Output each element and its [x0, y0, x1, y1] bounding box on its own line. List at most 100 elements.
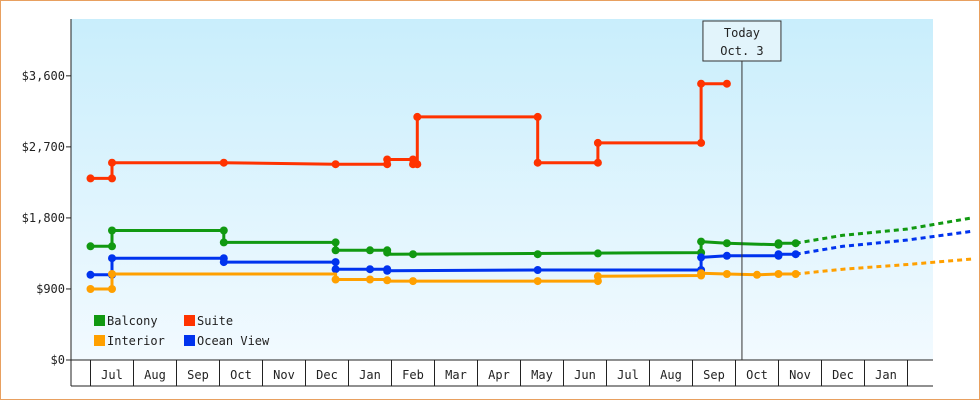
- data-point: [108, 254, 116, 263]
- month-label: Sep: [187, 368, 209, 382]
- data-point: [533, 277, 542, 286]
- data-point: [86, 285, 95, 293]
- month-label: Jan: [359, 368, 381, 382]
- y-tick-label: $1,800: [22, 211, 65, 225]
- legend-item: Balcony: [94, 314, 158, 328]
- data-point: [697, 138, 706, 147]
- data-point: [108, 242, 116, 251]
- month-label: Jul: [617, 368, 639, 382]
- data-point: [593, 158, 602, 167]
- data-point: [774, 270, 783, 278]
- data-point: [108, 158, 116, 167]
- plot-background: [71, 19, 933, 360]
- data-point: [366, 246, 374, 255]
- legend-label: Balcony: [107, 314, 158, 328]
- month-label: Apr: [488, 368, 510, 382]
- data-point: [753, 270, 761, 279]
- series-ocean-view: [86, 229, 973, 279]
- data-point: [533, 158, 542, 167]
- y-tick-label: $3,600: [22, 69, 65, 83]
- y-tick-label: $2,700: [22, 140, 65, 154]
- data-point: [383, 155, 392, 164]
- month-label: May: [531, 368, 553, 382]
- series-suite: [86, 79, 731, 183]
- data-point: [413, 112, 422, 121]
- month-label: Jun: [574, 368, 596, 382]
- series-projection: [795, 257, 973, 276]
- month-label: Mar: [445, 368, 467, 382]
- data-point: [722, 239, 731, 248]
- data-point: [409, 250, 417, 259]
- data-point: [366, 265, 374, 274]
- legend-swatch: [94, 335, 105, 346]
- series-layer: [86, 79, 973, 293]
- legend-label: Ocean View: [197, 334, 270, 348]
- data-point: [331, 265, 340, 274]
- data-point: [383, 276, 392, 285]
- month-label: Dec: [316, 368, 338, 382]
- y-tick-label: $900: [36, 282, 65, 296]
- legend-swatch: [94, 315, 105, 326]
- data-point: [108, 226, 116, 235]
- month-label: Sep: [703, 368, 725, 382]
- data-point: [722, 251, 731, 260]
- today-date: Oct. 3: [720, 44, 763, 58]
- legend-item: Interior: [94, 334, 165, 348]
- data-point: [331, 238, 340, 247]
- legend-label: Interior: [107, 334, 165, 348]
- data-point: [791, 250, 800, 259]
- data-point: [533, 266, 542, 274]
- data-point: [219, 226, 228, 235]
- y-axis: $0 $900 $1,800 $2,700 $3,600: [22, 19, 72, 386]
- data-point: [697, 253, 706, 262]
- data-point: [774, 250, 783, 259]
- legend-swatch: [184, 335, 195, 346]
- data-point: [108, 270, 116, 278]
- today-label: Today: [724, 26, 760, 40]
- legend-item: Ocean View: [184, 334, 270, 348]
- data-point: [722, 270, 731, 278]
- data-point: [697, 269, 706, 278]
- month-label: Aug: [144, 368, 166, 382]
- data-point: [774, 239, 783, 248]
- data-point: [86, 242, 95, 251]
- data-point: [697, 237, 706, 246]
- data-point: [86, 174, 95, 183]
- month-label: Oct: [746, 368, 768, 382]
- data-point: [108, 174, 116, 183]
- data-point: [533, 112, 542, 121]
- series-projection: [795, 229, 973, 256]
- today-box: [702, 20, 782, 62]
- data-point: [409, 277, 417, 286]
- month-label: Dec: [832, 368, 854, 382]
- data-point: [219, 238, 228, 247]
- data-point: [219, 158, 228, 167]
- series-interior: [86, 257, 973, 293]
- data-point: [366, 275, 374, 284]
- data-point: [593, 249, 602, 258]
- legend-swatch: [184, 315, 195, 326]
- data-point: [331, 275, 340, 284]
- data-point: [697, 79, 706, 88]
- data-point: [219, 258, 228, 267]
- data-point: [413, 160, 422, 169]
- data-point: [791, 239, 800, 248]
- series-projection: [795, 216, 973, 245]
- data-point: [593, 138, 602, 147]
- month-label: Feb: [402, 368, 424, 382]
- month-label: Nov: [273, 368, 295, 382]
- data-point: [331, 246, 340, 255]
- month-label: Jul: [101, 368, 123, 382]
- x-axis: Jul Aug Sep Oct Nov Dec Jan Feb Mar Apr May Jun Jul A…: [71, 359, 933, 387]
- month-label: Aug: [660, 368, 682, 382]
- data-point: [108, 285, 116, 293]
- today-marker: Today Oct. 3: [702, 20, 782, 360]
- month-label: Nov: [789, 368, 811, 382]
- month-label: Oct: [230, 368, 252, 382]
- y-tick-label: $0: [51, 353, 65, 367]
- month-label: Jan: [875, 368, 897, 382]
- data-point: [86, 270, 95, 279]
- data-point: [533, 250, 542, 259]
